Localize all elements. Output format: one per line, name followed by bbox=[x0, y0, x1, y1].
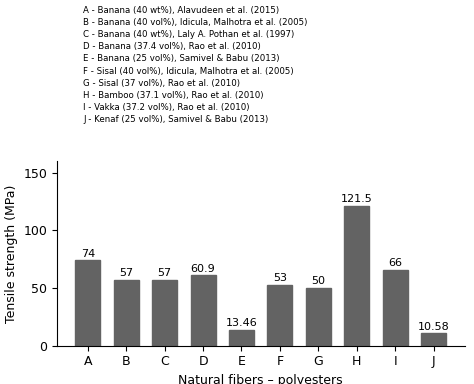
Text: 57: 57 bbox=[119, 268, 133, 278]
Text: 10.58: 10.58 bbox=[418, 322, 449, 332]
Bar bbox=[114, 280, 139, 346]
Text: 53: 53 bbox=[273, 273, 287, 283]
Bar bbox=[152, 280, 177, 346]
Text: 66: 66 bbox=[388, 258, 402, 268]
Text: 60.9: 60.9 bbox=[191, 264, 216, 274]
Text: 50: 50 bbox=[311, 276, 325, 286]
Text: 121.5: 121.5 bbox=[341, 194, 373, 204]
Text: 13.46: 13.46 bbox=[226, 318, 257, 328]
Text: 74: 74 bbox=[81, 248, 95, 259]
Bar bbox=[229, 330, 254, 346]
Bar bbox=[383, 270, 408, 346]
Bar bbox=[191, 275, 216, 346]
Bar bbox=[75, 260, 100, 346]
Bar bbox=[344, 206, 369, 346]
Text: 57: 57 bbox=[158, 268, 172, 278]
Y-axis label: Tensile strength (MPa): Tensile strength (MPa) bbox=[5, 184, 18, 323]
Bar bbox=[306, 288, 331, 346]
X-axis label: Natural fibers – polyesters: Natural fibers – polyesters bbox=[178, 374, 343, 384]
Bar bbox=[421, 333, 446, 346]
Bar bbox=[267, 285, 292, 346]
Text: A - Banana (40 wt%), Alavudeen et al. (2015)
B - Banana (40 vol%), Idicula, Malh: A - Banana (40 wt%), Alavudeen et al. (2… bbox=[83, 6, 307, 124]
